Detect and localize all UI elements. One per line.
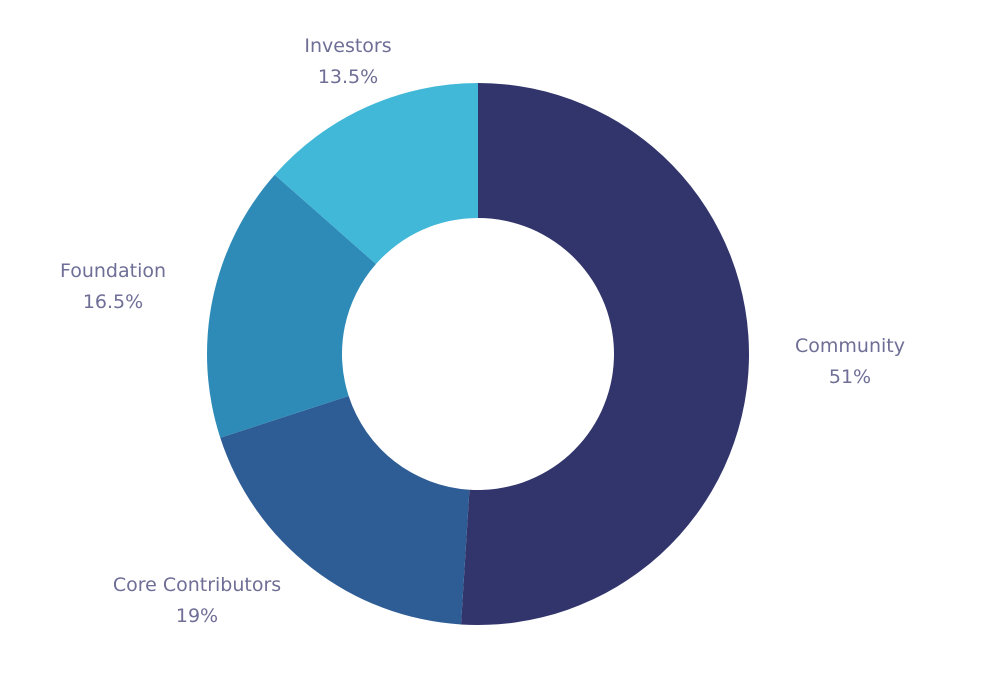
slice-name-label: Community [795,335,905,357]
slice-foundation [207,174,376,438]
slice-core-contributors [220,396,470,625]
slice-value-label: 51% [829,366,871,388]
slice-community [460,83,750,626]
donut-slices [207,83,750,626]
slice-name-label: Foundation [60,260,166,282]
slice-name-label: Investors [304,35,391,57]
slice-labels: Community 51% Core Contributors 19% Foundati… [60,35,905,627]
slice-value-label: 19% [176,605,218,627]
slice-value-label: 13.5% [318,66,378,88]
slice-name-label: Core Contributors [113,574,281,596]
slice-investors [274,83,478,265]
slice-value-label: 16.5% [83,291,143,313]
